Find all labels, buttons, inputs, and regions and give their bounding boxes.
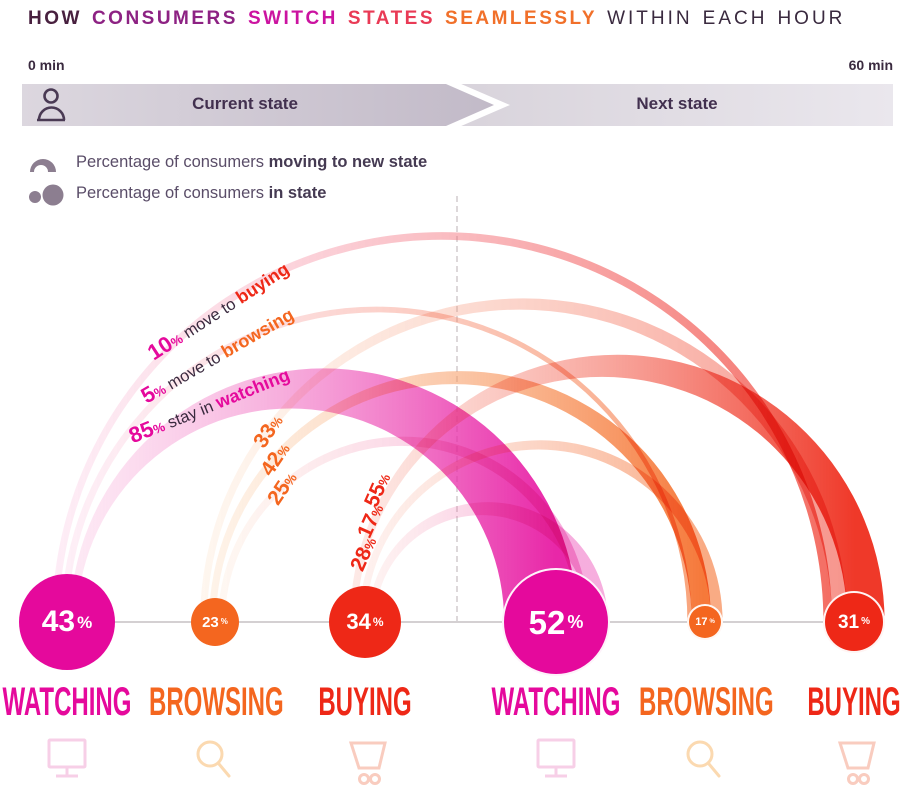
current-state-heading: Current state (192, 94, 298, 113)
legend-moving-bold: moving to new state (268, 152, 428, 171)
state-percent-sign: % (567, 612, 584, 632)
state-label-next-watching: WATCHING (491, 680, 621, 724)
state-percent-value: 31 (837, 611, 860, 633)
timeline-start-label: 0 min (28, 57, 65, 73)
state-percent-sign: % (861, 616, 871, 627)
state-label-current-buying: BUYING (318, 680, 412, 724)
transition-arc-watching-to-watching (70, 368, 578, 622)
legend-in-state-text: Percentage of consumers (76, 183, 269, 202)
state-circle-current-browsing: 23% (191, 598, 239, 646)
legend-moving: Percentage of consumers moving to new st… (26, 147, 427, 177)
state-percent-sign: % (372, 615, 384, 629)
state-label-next-buying: BUYING (807, 680, 901, 724)
state-percent-value: 17 (695, 615, 708, 628)
search-icon (673, 735, 737, 798)
state-percent-sign: % (709, 619, 715, 625)
page-title: HOW CONSUMERS SWITCH STATES SEAMLESSLY WITHIN… (28, 8, 855, 30)
person-icon (37, 88, 66, 122)
state-label-current-browsing: BROWSING (149, 680, 284, 724)
timeline-end-label: 60 min (848, 57, 893, 73)
state-circle-current-watching: 43% (19, 574, 115, 670)
state-percent-value: 52 (528, 603, 566, 641)
next-state-bar (452, 84, 893, 126)
legend-in-state-bold: in state (268, 183, 327, 202)
title-word: EACH (702, 8, 768, 29)
monitor-icon (35, 735, 99, 798)
current-state-bar-arrow (22, 84, 494, 126)
state-percent-value: 23 (202, 613, 219, 631)
state-label-current-watching: WATCHING (2, 680, 132, 724)
title-word: SWITCH (247, 8, 338, 29)
dots-icon (29, 184, 64, 206)
legend-in-state: Percentage of consumers in state (26, 178, 326, 208)
state-circle-next-browsing: 17% (687, 604, 723, 640)
title-word: HOUR (777, 8, 846, 29)
state-percent-value: 43 (41, 605, 76, 638)
state-percent-sign: % (220, 617, 228, 626)
legend-moving-text: Percentage of consumers (76, 152, 269, 171)
search-icon (183, 735, 247, 798)
arc-icon (30, 159, 56, 172)
title-word: HOW (28, 8, 82, 29)
title-word: WITHIN (607, 8, 693, 29)
state-circle-next-watching: 52% (502, 568, 610, 676)
monitor-icon (524, 735, 588, 798)
state-circle-next-buying: 31% (823, 591, 885, 653)
state-circle-current-buying: 34% (329, 586, 401, 658)
transition-arc-buying-to-buying (350, 354, 885, 622)
baseline (45, 621, 885, 623)
next-state-heading: Next state (636, 94, 718, 113)
cart-icon (333, 735, 397, 798)
timeline-ribbon (22, 74, 893, 136)
state-label-next-browsing: BROWSING (639, 680, 774, 724)
title-word: STATES (347, 8, 436, 29)
title-word: SEAMLESSLY (445, 8, 598, 29)
state-percent-sign: % (77, 612, 93, 632)
state-percent-value: 34 (346, 609, 371, 634)
title-word: CONSUMERS (91, 8, 238, 29)
cart-icon (822, 735, 886, 798)
